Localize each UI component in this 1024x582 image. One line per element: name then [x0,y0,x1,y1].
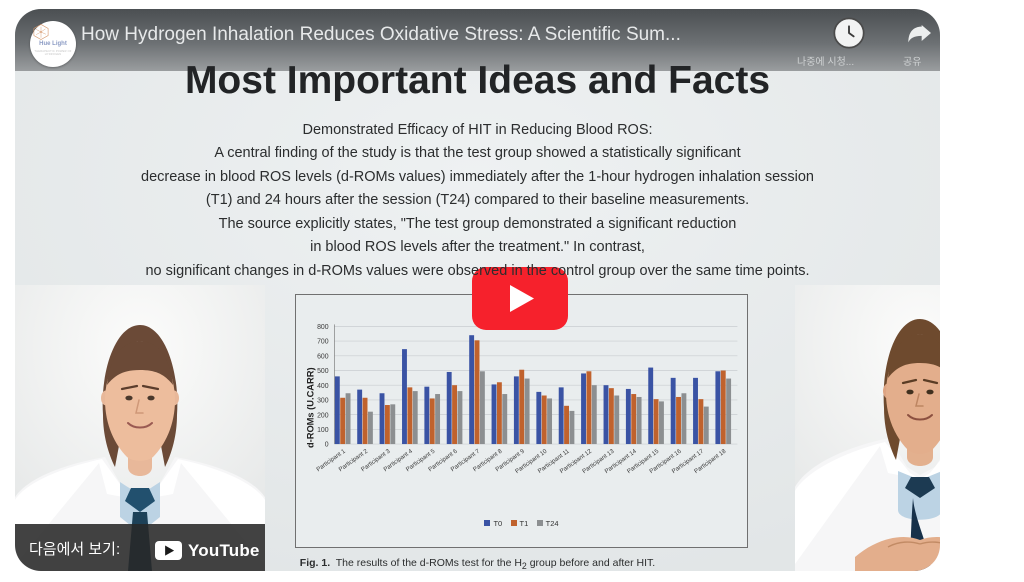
svg-text:400: 400 [317,383,329,390]
svg-text:800: 800 [317,324,329,331]
svg-text:100: 100 [317,427,329,434]
svg-text:600: 600 [317,353,329,360]
svg-text:200: 200 [317,412,329,419]
svg-text:300: 300 [317,398,329,405]
svg-text:500: 500 [317,368,329,375]
svg-text:700: 700 [317,339,329,346]
svg-text:0: 0 [325,442,329,449]
